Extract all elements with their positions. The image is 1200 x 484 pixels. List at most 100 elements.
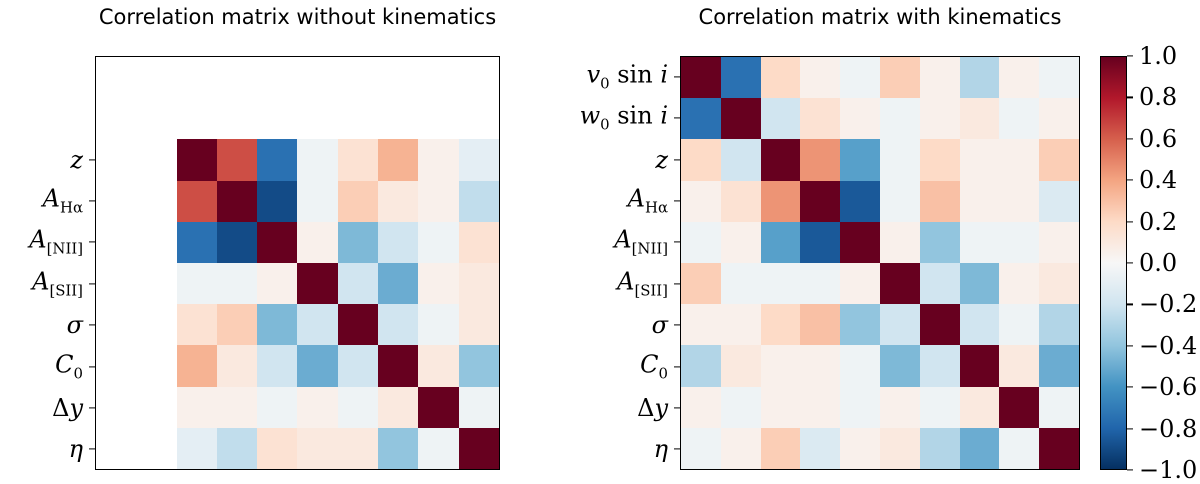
heatmap-cell xyxy=(297,304,338,346)
heatmap-cell xyxy=(720,57,761,99)
heatmap-cell xyxy=(136,345,176,386)
heatmap-cell xyxy=(999,386,1040,428)
y-tick-mark xyxy=(674,117,680,119)
heatmap-cell xyxy=(681,221,721,263)
heatmap-cell xyxy=(919,304,960,346)
heatmap-cell xyxy=(96,263,136,304)
heatmap-cell xyxy=(378,345,419,387)
heatmap-cell xyxy=(418,427,459,469)
y-tick-label: A[NII] xyxy=(614,225,668,258)
heatmap-cell xyxy=(760,98,801,140)
heatmap-cell xyxy=(1039,263,1079,305)
heatmap-cell xyxy=(879,427,920,469)
heatmap-cell xyxy=(378,221,419,263)
heatmap-cell xyxy=(1039,98,1079,140)
heatmap-cell xyxy=(720,345,761,387)
heatmap-cell xyxy=(800,221,841,263)
heatmap-cell xyxy=(1039,427,1079,469)
heatmap-cell xyxy=(959,386,1000,428)
heatmap-cell xyxy=(999,304,1040,346)
colorbar xyxy=(1100,56,1127,470)
heatmap-cell xyxy=(136,263,176,304)
heatmap-cell xyxy=(96,222,136,263)
y-tick-label: C0 xyxy=(55,350,83,382)
colorbar-tick-mark xyxy=(1127,262,1133,264)
heatmap-cell xyxy=(257,57,297,98)
y-tick-label: Δy xyxy=(637,393,668,422)
heatmap-cell xyxy=(257,139,298,181)
y-tick-mark xyxy=(674,76,680,78)
heatmap-cell xyxy=(959,180,1000,222)
heatmap-cell xyxy=(257,221,298,263)
heatmap-cell xyxy=(959,427,1000,469)
heatmap-cell xyxy=(681,427,721,469)
heatmap-cell xyxy=(1039,57,1079,99)
colorbar-tick-label: −0.6 xyxy=(1139,373,1198,402)
heatmap-cell xyxy=(378,180,419,222)
heatmap-cell xyxy=(257,304,298,346)
colorbar-tick-label: −0.4 xyxy=(1139,331,1198,360)
heatmap-cell xyxy=(418,263,459,305)
heatmap-cell xyxy=(136,428,176,469)
right-heatmap-grid xyxy=(681,57,1079,469)
heatmap-cell xyxy=(418,386,459,428)
y-tick-mark xyxy=(89,158,95,161)
y-tick-mark xyxy=(674,448,680,450)
heatmap-cell xyxy=(720,139,761,181)
heatmap-cell xyxy=(800,427,841,469)
heatmap-cell xyxy=(96,181,136,222)
heatmap-cell xyxy=(681,139,721,181)
heatmap-cell xyxy=(378,427,419,469)
heatmap-cell xyxy=(919,139,960,181)
heatmap-cell xyxy=(257,263,298,305)
heatmap-cell xyxy=(760,427,801,469)
heatmap-cell xyxy=(216,345,258,387)
heatmap-cell xyxy=(760,180,801,222)
heatmap-cell xyxy=(879,345,920,387)
heatmap-cell xyxy=(458,427,499,469)
heatmap-cell xyxy=(378,386,419,428)
heatmap-cell xyxy=(297,263,338,305)
heatmap-cell xyxy=(760,345,801,387)
heatmap-cell xyxy=(840,139,880,181)
heatmap-cell xyxy=(136,181,176,222)
colorbar-tick-label: 1.0 xyxy=(1139,42,1178,70)
heatmap-cell xyxy=(760,263,801,305)
y-tick-label: Δy xyxy=(52,393,83,422)
heatmap-cell xyxy=(681,304,721,346)
colorbar-tick-mark xyxy=(1127,345,1133,347)
heatmap-cell xyxy=(297,98,337,139)
heatmap-cell xyxy=(800,180,841,222)
heatmap-cell xyxy=(176,263,217,305)
heatmap-cell xyxy=(176,221,217,263)
heatmap-cell xyxy=(297,139,338,181)
heatmap-cell xyxy=(720,263,761,305)
heatmap-cell xyxy=(879,139,920,181)
heatmap-cell xyxy=(760,304,801,346)
heatmap-cell xyxy=(257,180,298,222)
colorbar-tick-mark xyxy=(1127,221,1133,223)
heatmap-cell xyxy=(959,221,1000,263)
colorbar-tick-mark xyxy=(1127,469,1133,471)
heatmap-cell xyxy=(959,98,1000,140)
heatmap-cell xyxy=(337,304,379,346)
heatmap-cell xyxy=(919,180,960,222)
heatmap-cell xyxy=(1039,221,1079,263)
heatmap-cell xyxy=(418,180,459,222)
heatmap-cell xyxy=(378,304,419,346)
heatmap-cell xyxy=(919,427,960,469)
heatmap-cell xyxy=(879,98,920,140)
heatmap-cell xyxy=(800,263,841,305)
heatmap-cell xyxy=(176,427,217,469)
heatmap-cell xyxy=(999,263,1040,305)
y-tick-mark xyxy=(89,448,95,450)
heatmap-cell xyxy=(217,57,257,98)
y-tick-mark xyxy=(674,283,680,285)
heatmap-cell xyxy=(216,427,258,469)
y-tick-mark xyxy=(89,365,95,368)
heatmap-cell xyxy=(96,304,136,345)
heatmap-cell xyxy=(919,98,960,140)
heatmap-cell xyxy=(720,180,761,222)
heatmap-cell xyxy=(297,386,338,428)
y-tick-mark xyxy=(674,365,680,368)
